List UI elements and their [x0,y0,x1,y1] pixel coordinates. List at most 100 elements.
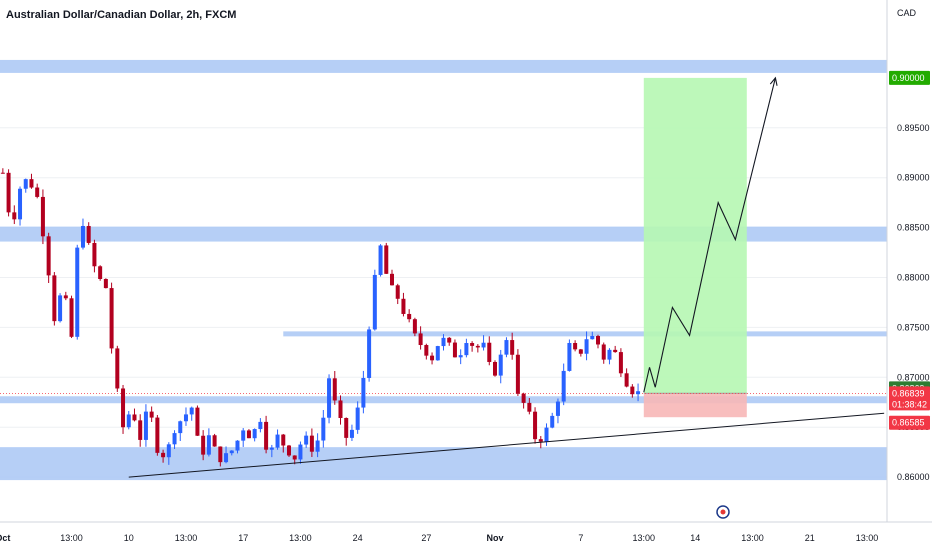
zone-rect[interactable] [0,59,887,73]
candle-body[interactable] [475,345,480,348]
zone-rect[interactable] [0,226,887,242]
candle-body[interactable] [166,444,171,458]
candle-body[interactable] [424,345,429,356]
candle-body[interactable] [63,295,68,299]
candle-body[interactable] [143,411,148,440]
candle-body[interactable] [378,245,383,275]
candle-body[interactable] [447,337,452,343]
candle-body[interactable] [321,417,326,441]
candle-body[interactable] [235,440,240,451]
candle-body[interactable] [98,266,103,279]
candle-body[interactable] [218,446,223,463]
candle-body[interactable] [149,411,154,418]
zone-rect[interactable] [0,396,887,404]
candle-body[interactable] [92,242,97,267]
candle-body[interactable] [35,187,40,197]
candle-body[interactable] [372,274,377,330]
candle-body[interactable] [401,298,406,314]
candle-body[interactable] [80,225,85,248]
candle-body[interactable] [0,172,5,174]
candle-body[interactable] [555,401,560,416]
candle-body[interactable] [550,415,555,428]
candle-body[interactable] [241,430,246,441]
candle-body[interactable] [6,172,11,213]
candle-body[interactable] [567,342,572,371]
candle-body[interactable] [533,411,538,440]
candle-body[interactable] [52,275,57,322]
candle-body[interactable] [46,236,51,276]
candle-body[interactable] [132,414,137,421]
candle-body[interactable] [155,417,160,453]
candle-body[interactable] [201,435,206,455]
zone-rect[interactable] [0,447,887,481]
candle-body[interactable] [527,402,532,412]
projection-path[interactable] [643,77,776,393]
candle-body[interactable] [601,344,606,360]
candle-body[interactable] [138,420,143,440]
candle-body[interactable] [115,348,120,389]
candle-body[interactable] [441,337,446,347]
candle-body[interactable] [452,342,457,358]
candle-body[interactable] [481,342,486,348]
target-box[interactable] [643,77,747,394]
candle-body[interactable] [430,355,435,361]
candle-body[interactable] [206,435,211,455]
candle-body[interactable] [515,354,520,394]
candle-body[interactable] [538,439,543,442]
candle-body[interactable] [636,391,641,395]
candle-body[interactable] [510,340,515,355]
candle-body[interactable] [183,414,188,422]
candle-body[interactable] [613,349,618,353]
candle-body[interactable] [584,339,589,354]
candle-body[interactable] [498,354,503,376]
candle-body[interactable] [126,414,131,428]
candle-body[interactable] [103,278,108,289]
candle-body[interactable] [578,349,583,354]
candle-body[interactable] [258,421,263,430]
candle-body[interactable] [121,388,126,428]
candle-body[interactable] [292,455,297,460]
candle-body[interactable] [596,336,601,345]
candle-body[interactable] [189,407,194,415]
candle-body[interactable] [178,421,183,434]
candle-body[interactable] [58,295,63,322]
candle-body[interactable] [298,444,303,460]
candle-body[interactable] [521,393,526,403]
candle-body[interactable] [161,452,166,458]
candle-body[interactable] [212,435,217,447]
candle-body[interactable] [23,179,28,189]
candle-body[interactable] [573,342,578,350]
candle-body[interactable] [40,196,45,237]
candle-body[interactable] [607,349,612,360]
candle-body[interactable] [172,433,177,445]
candle-body[interactable] [69,298,74,337]
price-scale[interactable] [887,0,932,550]
candle-body[interactable] [412,319,417,334]
candle-body[interactable] [264,421,269,450]
candle-body[interactable] [286,445,291,456]
candle-body[interactable] [470,343,475,346]
candle-body[interactable] [395,285,400,299]
candle-body[interactable] [338,400,343,418]
stop-box[interactable] [643,393,747,418]
candle-body[interactable] [252,429,257,439]
candle-body[interactable] [327,378,332,418]
candle-body[interactable] [544,427,549,442]
candle-body[interactable] [618,352,623,374]
candle-body[interactable] [315,440,320,452]
candle-body[interactable] [493,361,498,376]
candle-body[interactable] [389,273,394,286]
candle-body[interactable] [624,373,629,387]
candle-body[interactable] [435,346,440,361]
candle-body[interactable] [332,378,337,401]
candle-body[interactable] [269,447,274,450]
candle-body[interactable] [275,434,280,448]
zone-rect[interactable] [283,331,888,337]
candle-body[interactable] [630,386,635,395]
candle-body[interactable] [86,225,91,243]
candle-body[interactable] [304,435,309,445]
candle-body[interactable] [224,453,229,463]
candle-body[interactable] [458,355,463,358]
candle-body[interactable] [561,370,566,402]
